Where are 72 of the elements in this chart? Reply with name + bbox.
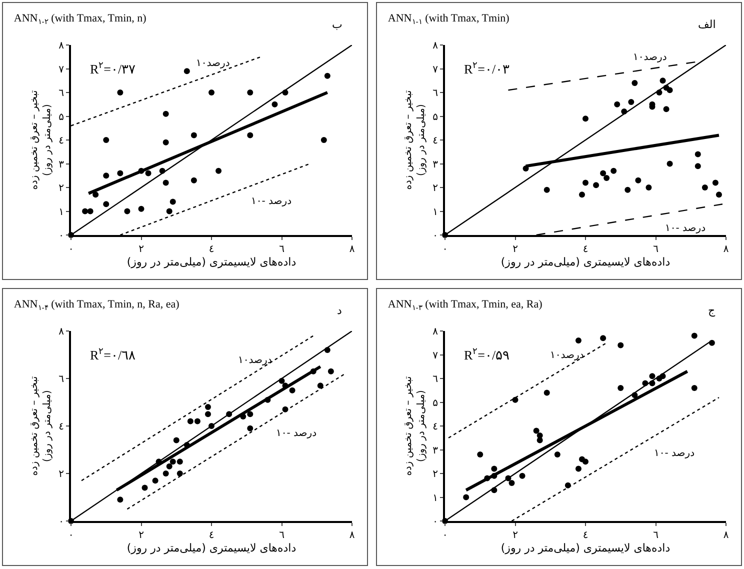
y-tick-label: ٦ [432,88,438,99]
y-tick-label: ۷ [58,64,65,76]
y-tick-label: ٦ [58,88,64,99]
chart-subtitle: الف [698,18,716,31]
y-tick-label: ۱ [432,206,438,218]
y-tick-label: ۳ [432,159,439,170]
annotation: ۱۰- درصد [654,448,695,459]
y-tick-label: ٦ [432,374,438,385]
y-axis-title: تبخیر – تعرق تخمین زده (میلی‌متر در روز) [29,376,54,476]
chart-subtitle: د [337,304,342,317]
y-tick-label: ۲ [432,469,438,480]
y-axis-title: تبخیر – تعرق تخمین زده (میلی‌متر در روز) [403,376,428,476]
x-tick-label: ۲ [512,244,518,255]
x-tick-label: ٤ [582,244,588,255]
chart-subtitle: ب [332,18,342,31]
x-tick-label: ۸ [349,244,356,255]
y-tick-label: ۸ [432,40,439,52]
x-tick-label: ۲ [512,530,518,541]
chart-subtitle: ج [708,304,716,317]
y-tick-label: ۱ [58,206,64,218]
y-tick-label: ۸ [58,40,65,52]
y-tick-label: ۲ [58,183,64,194]
y-tick-label: ۵ [58,112,64,123]
y-tick-label: ٤ [432,136,438,146]
x-tick-label: ۸ [723,530,730,541]
x-tick-label: ٦ [279,530,284,541]
y-tick-label: ۸ [58,326,65,338]
x-tick-label: ۸ [723,244,730,255]
y-tick-label: ۸ [432,326,439,338]
x-tick-label: ۰ [442,530,448,541]
y-tick-label: ۵ [432,398,438,409]
y-tick-label: ٤ [58,422,64,432]
y-tick-label: ۰ [432,516,438,528]
x-tick-label: ۰ [68,244,74,255]
y-tick-label: ۷ [432,64,439,76]
annotation: ۱۰درصد [238,355,272,366]
x-tick-label: ۰ [442,244,448,255]
x-tick-label: ٦ [653,530,658,541]
x-tick-label: ۲ [138,530,144,541]
y-tick-label: ۷ [432,350,439,362]
x-axis-title: داده‌های لایسیمتری (میلی‌متر در روز) [126,542,296,555]
annotation: ۱۰درصد [196,58,230,69]
annotation: ۱۰- درصد [251,196,292,207]
annotation: ۱۰درصد [550,350,584,361]
x-axis-title: داده‌های لایسیمتری (میلی‌متر در روز) [500,542,670,555]
annotation: ۱۰- درصد [276,428,317,439]
y-tick-label: ۲ [58,469,64,480]
y-tick-label: ۲ [432,183,438,194]
x-tick-label: ٤ [208,244,214,255]
y-tick-label: ۰ [432,230,438,242]
y-tick-label: ۵ [432,112,438,123]
x-tick-label: ۸ [349,530,356,541]
y-tick-label: ۱ [432,492,438,504]
y-tick-label: ۰ [58,516,64,528]
x-tick-label: ۰ [68,530,74,541]
y-axis-title: تبخیر – تعرق تخمین زده (میلی‌متر در روز) [403,90,428,190]
y-tick-label: ٤ [58,136,64,146]
y-tick-label: ۳ [432,445,439,456]
x-tick-label: ٤ [208,530,214,541]
x-axis-title: داده‌های لایسیمتری (میلی‌متر در روز) [500,256,670,269]
x-axis-title: داده‌های لایسیمتری (میلی‌متر در روز) [126,256,296,269]
annotation: ۱۰- درصد [665,223,706,234]
x-tick-label: ٦ [653,244,658,255]
x-tick-label: ۲ [138,244,144,255]
y-axis-title: تبخیر – تعرق تخمین زده (میلی‌متر در روز) [29,90,54,190]
annotation: ۱۰درصد [633,52,667,63]
y-tick-label: ٤ [432,422,438,432]
y-tick-label: ۳ [58,159,65,170]
y-tick-label: ٦ [58,374,64,385]
x-tick-label: ٦ [279,244,284,255]
y-tick-label: ۰ [58,230,64,242]
x-tick-label: ٤ [582,530,588,541]
